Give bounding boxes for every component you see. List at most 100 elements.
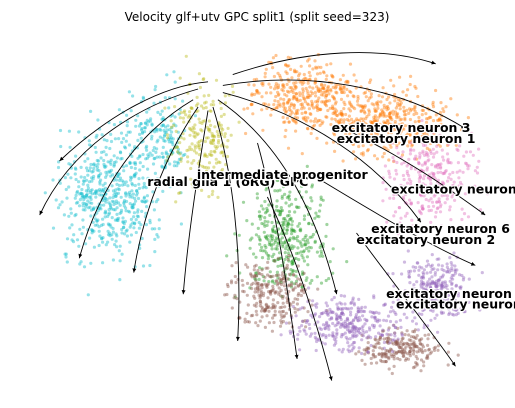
scatter-point (387, 350, 391, 354)
scatter-point (418, 192, 422, 196)
scatter-point (128, 161, 132, 165)
scatter-point (211, 189, 215, 193)
scatter-point (424, 356, 429, 360)
scatter-point (281, 220, 285, 224)
scatter-point (160, 151, 164, 155)
scatter-point (441, 311, 445, 315)
scatter-point (331, 334, 335, 338)
scatter-point (308, 235, 312, 239)
scatter-point (175, 145, 179, 149)
scatter-point (179, 191, 183, 195)
scatter-point (440, 264, 444, 268)
scatter-point (250, 92, 254, 96)
scatter-point (427, 189, 431, 193)
scatter-point (345, 79, 349, 83)
scatter-point (264, 188, 268, 192)
scatter-point (119, 210, 123, 214)
scatter-point (163, 96, 167, 100)
scatter-point (331, 111, 335, 116)
scatter-point (260, 268, 264, 272)
scatter-point (411, 352, 416, 356)
scatter-point (387, 121, 391, 126)
scatter-point (301, 272, 305, 276)
scatter-point (276, 281, 280, 285)
scatter-point (101, 222, 105, 227)
scatter-point (311, 91, 315, 96)
scatter-point (99, 156, 103, 160)
scatter-point (316, 106, 320, 110)
scatter-point (208, 129, 212, 133)
scatter-point (292, 103, 296, 107)
scatter-point (189, 147, 194, 152)
scatter-point (414, 354, 418, 359)
scatter-point (265, 186, 269, 190)
scatter-point (112, 208, 116, 212)
scatter-point (422, 272, 426, 276)
scatter-point (443, 290, 448, 294)
scatter-point (378, 346, 382, 350)
streamline (306, 171, 476, 266)
scatter-point (352, 95, 356, 99)
scatter-point (331, 333, 335, 337)
scatter-point (363, 305, 367, 309)
scatter-point (428, 307, 432, 311)
scatter-point (434, 282, 439, 286)
scatter-point (442, 109, 446, 114)
scatter-point (290, 202, 294, 206)
scatter-point (372, 118, 376, 122)
scatter-point (388, 138, 392, 143)
scatter-point (235, 297, 239, 301)
scatter-point (140, 128, 144, 132)
scatter-point (284, 311, 288, 315)
scatter-point (336, 320, 340, 325)
scatter-point (164, 152, 168, 156)
scatter-point (193, 178, 197, 182)
scatter-point (208, 109, 212, 113)
scatter-point (108, 231, 112, 235)
scatter-point (253, 275, 257, 279)
scatter-point (267, 290, 271, 294)
scatter-point (328, 106, 332, 110)
scatter-point (260, 256, 265, 260)
scatter-point (169, 140, 173, 144)
scatter-point (395, 340, 399, 344)
scatter-point (464, 150, 468, 154)
scatter-point (219, 106, 223, 111)
scatter-point (442, 293, 446, 297)
scatter-point (387, 333, 391, 337)
scatter-point (177, 157, 181, 161)
scatter-point (347, 328, 351, 333)
scatter-point (402, 113, 407, 117)
scatter-point (116, 174, 120, 178)
scatter-point (339, 87, 343, 91)
scatter-point (346, 81, 350, 85)
scatter-point (152, 146, 156, 150)
scatter-point (284, 255, 289, 259)
scatter-point (100, 133, 104, 137)
scatter-point (252, 274, 256, 278)
scatter-point (424, 189, 429, 193)
scatter-point (155, 155, 159, 159)
scatter-point (113, 191, 117, 195)
scatter-point (434, 284, 438, 288)
scatter-point (259, 204, 264, 208)
scatter-point (354, 334, 358, 339)
scatter-point (270, 329, 274, 333)
scatter-point (304, 243, 308, 247)
scatter-point (255, 271, 259, 275)
scatter-point (225, 292, 229, 297)
scatter-point (272, 313, 276, 317)
scatter-point (401, 348, 405, 352)
scatter-point (64, 255, 68, 259)
scatter-point (433, 299, 437, 303)
scatter-point (160, 117, 164, 121)
scatter-point (425, 271, 429, 275)
scatter-point (348, 62, 353, 66)
scatter-point (93, 191, 97, 196)
scatter-point (313, 335, 317, 339)
scatter-point (352, 327, 356, 331)
scatter-point (312, 119, 316, 123)
scatter-point (108, 234, 112, 238)
scatter-point (129, 175, 133, 179)
scatter-point (327, 324, 331, 328)
